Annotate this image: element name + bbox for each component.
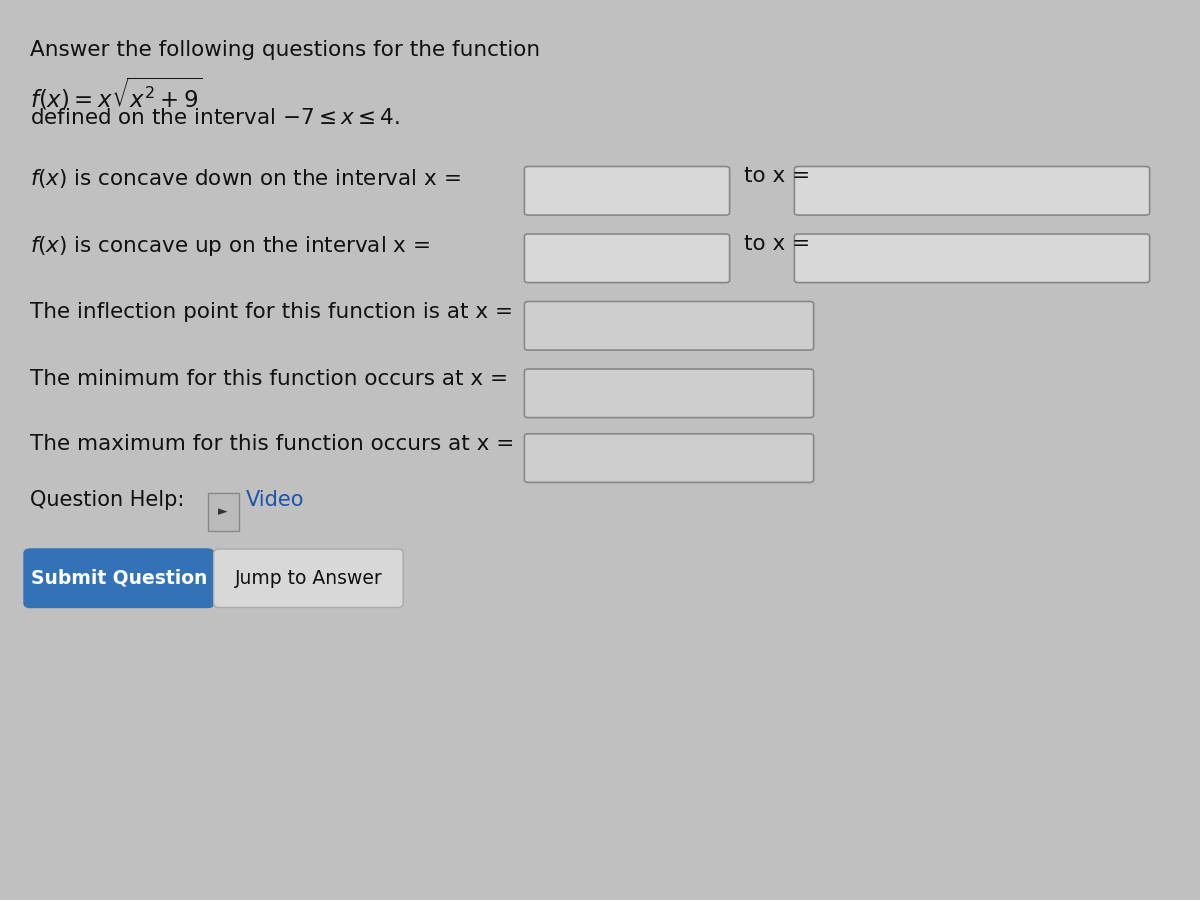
FancyBboxPatch shape xyxy=(208,493,239,531)
Text: $f(x)$ is concave up on the interval x =: $f(x)$ is concave up on the interval x = xyxy=(30,234,431,258)
Text: Question Help:: Question Help: xyxy=(30,491,185,510)
FancyBboxPatch shape xyxy=(524,234,730,283)
FancyBboxPatch shape xyxy=(524,369,814,418)
Text: The maximum for this function occurs at x =: The maximum for this function occurs at … xyxy=(30,434,515,454)
Text: Submit Question: Submit Question xyxy=(31,569,206,588)
Text: The inflection point for this function is at x =: The inflection point for this function i… xyxy=(30,302,514,321)
FancyBboxPatch shape xyxy=(794,234,1150,283)
Text: The minimum for this function occurs at x =: The minimum for this function occurs at … xyxy=(30,369,508,389)
FancyBboxPatch shape xyxy=(524,302,814,350)
Text: ►: ► xyxy=(218,506,228,518)
Text: Jump to Answer: Jump to Answer xyxy=(234,569,383,588)
FancyBboxPatch shape xyxy=(524,166,730,215)
FancyBboxPatch shape xyxy=(24,549,214,608)
Text: Video: Video xyxy=(246,491,305,510)
FancyBboxPatch shape xyxy=(214,549,403,608)
Text: defined on the interval $-7 \leq x \leq 4.$: defined on the interval $-7 \leq x \leq … xyxy=(30,108,400,128)
Text: $f(x)$ is concave down on the interval x =: $f(x)$ is concave down on the interval x… xyxy=(30,166,461,190)
Text: $f(x) = x\sqrt{x^2 + 9}$: $f(x) = x\sqrt{x^2 + 9}$ xyxy=(30,76,203,112)
FancyBboxPatch shape xyxy=(524,434,814,482)
Text: to x =: to x = xyxy=(744,234,810,254)
FancyBboxPatch shape xyxy=(794,166,1150,215)
Text: to x =: to x = xyxy=(744,166,810,186)
Text: Answer the following questions for the function: Answer the following questions for the f… xyxy=(30,40,540,60)
